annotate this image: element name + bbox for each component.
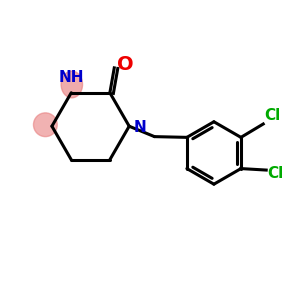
Text: N: N [134, 120, 146, 135]
Ellipse shape [61, 71, 82, 98]
Text: Cl: Cl [265, 107, 281, 122]
Text: NH: NH [58, 70, 84, 85]
Text: Cl: Cl [268, 166, 284, 181]
Text: O: O [117, 56, 133, 74]
Circle shape [34, 113, 57, 136]
